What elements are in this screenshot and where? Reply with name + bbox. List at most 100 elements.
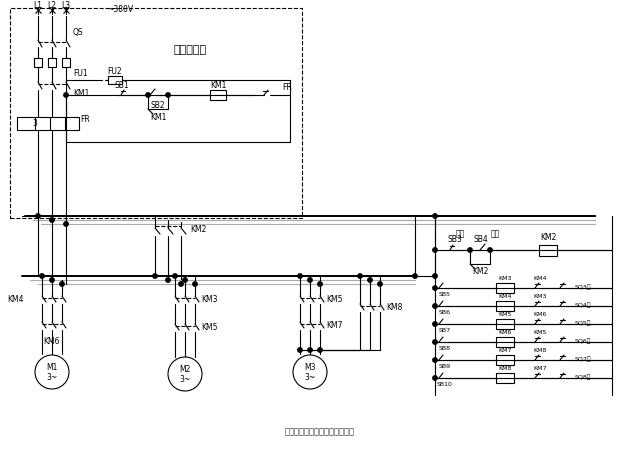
Text: SQ8后: SQ8后 xyxy=(575,374,591,380)
Bar xyxy=(496,355,514,365)
Circle shape xyxy=(50,278,54,282)
Text: KM8: KM8 xyxy=(499,366,512,372)
Text: L3: L3 xyxy=(61,0,70,9)
Circle shape xyxy=(488,248,492,252)
Text: L2: L2 xyxy=(47,0,56,9)
Text: KM2: KM2 xyxy=(540,234,556,243)
Circle shape xyxy=(368,278,372,282)
Circle shape xyxy=(433,274,437,278)
Text: 总开: 总开 xyxy=(490,230,500,238)
Circle shape xyxy=(146,93,150,97)
Circle shape xyxy=(193,282,197,286)
Bar xyxy=(108,76,122,84)
Text: KM1: KM1 xyxy=(210,81,226,90)
Text: 总停: 总停 xyxy=(456,230,465,238)
Text: KM7: KM7 xyxy=(326,321,342,330)
Text: KM4: KM4 xyxy=(533,276,547,282)
Bar xyxy=(496,337,514,347)
Text: 3~: 3~ xyxy=(46,373,58,382)
Bar xyxy=(496,301,514,311)
Bar xyxy=(210,90,226,100)
Circle shape xyxy=(298,348,302,352)
Text: FU1: FU1 xyxy=(73,69,88,78)
Text: SB2: SB2 xyxy=(150,100,165,109)
Text: KM5: KM5 xyxy=(533,330,547,336)
Text: SQ3上: SQ3上 xyxy=(575,284,591,290)
Circle shape xyxy=(433,248,437,252)
Bar xyxy=(34,58,42,67)
Text: QS: QS xyxy=(73,28,84,37)
Text: SB4: SB4 xyxy=(473,235,488,244)
Circle shape xyxy=(298,274,302,278)
Circle shape xyxy=(35,355,69,389)
Circle shape xyxy=(308,348,312,352)
Text: KM2: KM2 xyxy=(190,225,206,234)
Text: KM3: KM3 xyxy=(201,296,218,305)
Circle shape xyxy=(413,274,417,278)
Text: SB3: SB3 xyxy=(447,235,461,244)
Text: M1: M1 xyxy=(46,363,58,372)
Circle shape xyxy=(318,348,322,352)
Bar xyxy=(539,244,557,256)
Circle shape xyxy=(60,282,64,286)
Text: SQ6右: SQ6右 xyxy=(575,338,591,344)
Text: KM2: KM2 xyxy=(472,267,488,276)
Text: 3~: 3~ xyxy=(179,374,191,383)
Text: SQ7前: SQ7前 xyxy=(575,356,591,362)
Bar xyxy=(62,58,70,67)
Circle shape xyxy=(166,93,170,97)
Text: 地面配电柜: 地面配电柜 xyxy=(173,45,207,55)
Text: KM3: KM3 xyxy=(533,294,547,300)
Text: SQ5左: SQ5左 xyxy=(575,320,591,326)
Circle shape xyxy=(50,218,54,222)
Circle shape xyxy=(64,222,68,226)
Text: M2: M2 xyxy=(179,364,191,373)
Circle shape xyxy=(358,274,362,278)
Circle shape xyxy=(179,282,183,286)
Text: SB6: SB6 xyxy=(439,310,451,315)
Circle shape xyxy=(433,340,437,344)
Circle shape xyxy=(318,282,322,286)
Text: KM5: KM5 xyxy=(499,312,512,318)
Bar xyxy=(496,319,514,329)
Text: KM6: KM6 xyxy=(44,338,60,346)
Circle shape xyxy=(378,282,382,286)
Circle shape xyxy=(40,274,44,278)
Circle shape xyxy=(433,286,437,290)
Text: M3: M3 xyxy=(304,363,316,372)
Circle shape xyxy=(183,278,188,282)
Text: 3: 3 xyxy=(33,118,37,127)
Circle shape xyxy=(433,214,437,218)
Text: KM8: KM8 xyxy=(533,348,547,354)
Circle shape xyxy=(433,358,437,362)
Text: KM8: KM8 xyxy=(386,303,403,312)
Bar xyxy=(17,117,79,130)
Text: SB1: SB1 xyxy=(115,81,129,90)
Text: KM7: KM7 xyxy=(533,366,547,372)
Circle shape xyxy=(308,278,312,282)
Circle shape xyxy=(468,248,472,252)
Bar xyxy=(496,373,514,383)
Text: SB9: SB9 xyxy=(439,364,451,369)
Text: KM7: KM7 xyxy=(499,348,512,354)
Text: FU2: FU2 xyxy=(108,68,122,76)
Text: KM1: KM1 xyxy=(150,112,166,122)
Text: SB10: SB10 xyxy=(437,382,453,387)
Text: KM3: KM3 xyxy=(499,276,512,282)
Circle shape xyxy=(168,357,202,391)
Text: KM6: KM6 xyxy=(499,330,512,336)
Text: KM5: KM5 xyxy=(201,324,218,333)
Circle shape xyxy=(433,304,437,308)
Text: SB8: SB8 xyxy=(439,346,451,351)
Bar xyxy=(48,58,56,67)
Text: KM1: KM1 xyxy=(73,89,90,98)
Circle shape xyxy=(293,355,327,389)
Bar xyxy=(10,8,302,218)
Circle shape xyxy=(166,278,170,282)
Text: 3~: 3~ xyxy=(305,373,316,382)
Circle shape xyxy=(433,322,437,326)
Text: FR: FR xyxy=(282,82,292,91)
Text: KM4: KM4 xyxy=(8,296,24,305)
Circle shape xyxy=(153,274,157,278)
Text: 用八挡按钮操作的行车控制电路: 用八挡按钮操作的行车控制电路 xyxy=(285,428,355,436)
